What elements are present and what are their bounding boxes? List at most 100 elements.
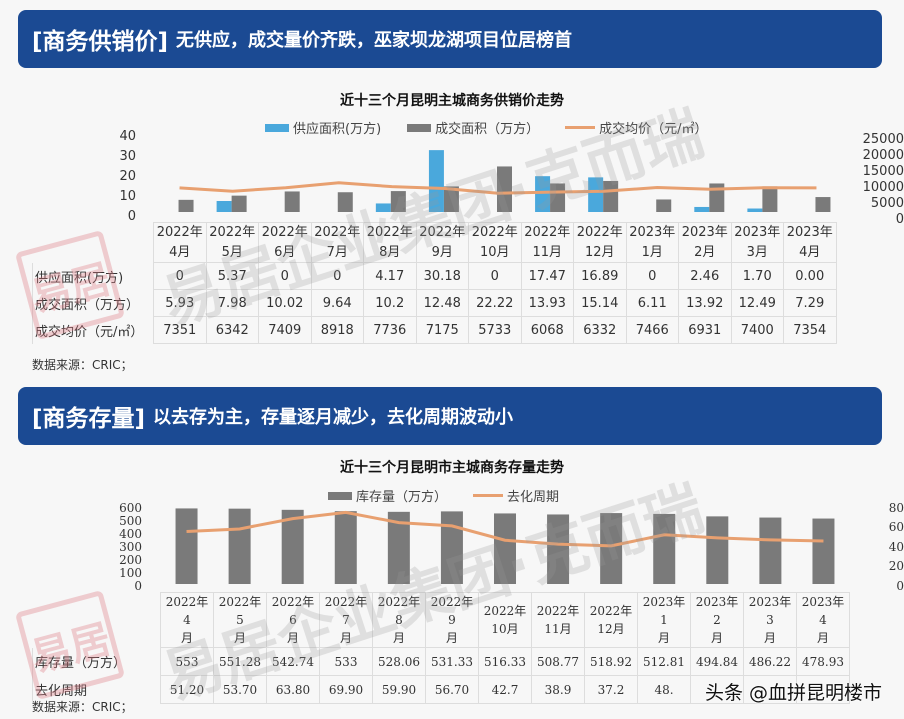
table-cell: 30.18: [415, 262, 469, 290]
table-cell: 17.47: [520, 262, 574, 290]
table-cell: 551.28: [213, 647, 267, 676]
table-cell: 42.7: [478, 675, 532, 704]
supply-sales-price-chart: [178, 150, 831, 212]
table-cell: 542.74: [266, 647, 320, 676]
right-axis: 25000 20000 15000 10000 5000 0: [862, 132, 904, 227]
table-cell: 0.00: [783, 262, 837, 290]
table-cell: 8918: [310, 316, 364, 344]
table-cell: 7409: [258, 316, 312, 344]
table-row: 供应面积(万方) 0 5.37 0 0 4.17 30.18 0 17.47 16.89 0 2.46…: [32, 262, 837, 290]
table-cell: 12.48: [415, 289, 469, 317]
table-cell: [796, 675, 850, 704]
table-cell: 7.29: [783, 289, 837, 317]
table-cell: 508.77: [531, 647, 585, 676]
data-source: 数据来源：CRIC；: [32, 358, 133, 372]
table-cell: 7351: [153, 316, 207, 344]
banner-subtitle: 无供应，成交量价齐跌，巫家坝龙湖项目位居榜首: [176, 30, 573, 51]
legend-item-supply: 供应面积(万方): [265, 118, 381, 137]
table-cell: 7400: [730, 316, 784, 344]
table-cell: 5.37: [205, 262, 259, 290]
data-source: 数据来源：CRIC；: [32, 700, 133, 714]
table-cell: 6931: [678, 316, 732, 344]
chart-title: 近十三个月昆明主城商务供销价走势: [340, 93, 564, 109]
row-label: 成交面积（万方）: [32, 289, 154, 317]
table-cell: 486.22: [743, 647, 797, 676]
table-cell: 7354: [783, 316, 837, 344]
chart-legend: 库存量（万方） 去化周期: [328, 486, 559, 505]
table-cell: 5.93: [153, 289, 207, 317]
table-cell: 10.02: [258, 289, 312, 317]
table-cell: 48.: [637, 675, 691, 704]
table-cell: 59.90: [372, 675, 426, 704]
table-row: 去化周期 51.20 53.70 63.80 69.90 59.90 56.70 42.7 38…: [32, 675, 850, 704]
table-cell: 6342: [205, 316, 259, 344]
chart-legend: 供应面积(万方) 成交面积（万方） 成交均价（元/㎡）: [265, 118, 708, 137]
table-cell: 0: [258, 262, 312, 290]
table-cell: 518.92: [584, 647, 638, 676]
table-cell: 516.33: [478, 647, 532, 676]
table-cell: 22.22: [468, 289, 522, 317]
month-header: 2022年 11月: [520, 222, 574, 263]
month-header: 2022年 10月: [468, 222, 522, 263]
table-row: 成交均价（元/㎡） 7351 6342 7409 8918 7736 7175 5733 606…: [32, 316, 837, 344]
chart-title: 近十三个月昆明市主城商务存量走势: [340, 460, 564, 476]
table-cell: 478.93: [796, 647, 850, 676]
legend-item-deal: 成交面积（万方）: [407, 118, 539, 137]
table-cell: 0: [153, 262, 207, 290]
table-cell: 69.90: [319, 675, 373, 704]
footer-watermark: 头条 @血拼昆明楼市: [704, 682, 882, 704]
table-cell: 13.92: [678, 289, 732, 317]
table-row: 库存量（万方） 553 551.28 542.74 533 528.06 531.33 516…: [32, 647, 850, 676]
table-cell: 56.70: [425, 675, 479, 704]
table-cell: 7736: [363, 316, 417, 344]
table-cell: 2.46: [678, 262, 732, 290]
banner-tag: [商务供销价]: [32, 29, 169, 55]
left-axis: 600 500 400 300 200 100 0: [119, 501, 142, 593]
table-cell: 4.17: [363, 262, 417, 290]
banner-subtitle: 以去存为主，存量逐月减少，去化周期波动小: [153, 407, 514, 428]
table-cell: 0: [468, 262, 522, 290]
table-cell: 7466: [625, 316, 679, 344]
inventory-table: 2022年4 月 2022年5 月 2022年6 月 2022年7 月 2022年8 月 2022年…: [32, 592, 850, 704]
table-cell: [690, 675, 744, 704]
table-cell: 15.14: [573, 289, 627, 317]
right-axis: 80 60 40 20 0: [888, 501, 904, 593]
table-cell: 7175: [415, 316, 469, 344]
table-cell: 63.80: [266, 675, 320, 704]
table-cell: 528.06: [372, 647, 426, 676]
table-cell: 16.89: [573, 262, 627, 290]
table-cell: 37.2: [584, 675, 638, 704]
section-banner-supply-sales-price: [商务供销价] 无供应，成交量价齐跌，巫家坝龙湖项目位居榜首: [18, 10, 882, 68]
table-cell: 6332: [573, 316, 627, 344]
table-cell: 38.9: [531, 675, 585, 704]
table-cell: 9.64: [310, 289, 364, 317]
table-cell: 7.98: [205, 289, 259, 317]
legend-item-cycle: 去化周期: [473, 486, 559, 505]
table-cell: 0: [625, 262, 679, 290]
table-cell: 13.93: [520, 289, 574, 317]
row-label: 库存量（万方）: [32, 647, 161, 676]
table-cell: 53.70: [213, 675, 267, 704]
table-cell: 10.2: [363, 289, 417, 317]
month-header: 2022年 12月: [584, 592, 638, 648]
month-header: 2022年 12月: [573, 222, 627, 263]
